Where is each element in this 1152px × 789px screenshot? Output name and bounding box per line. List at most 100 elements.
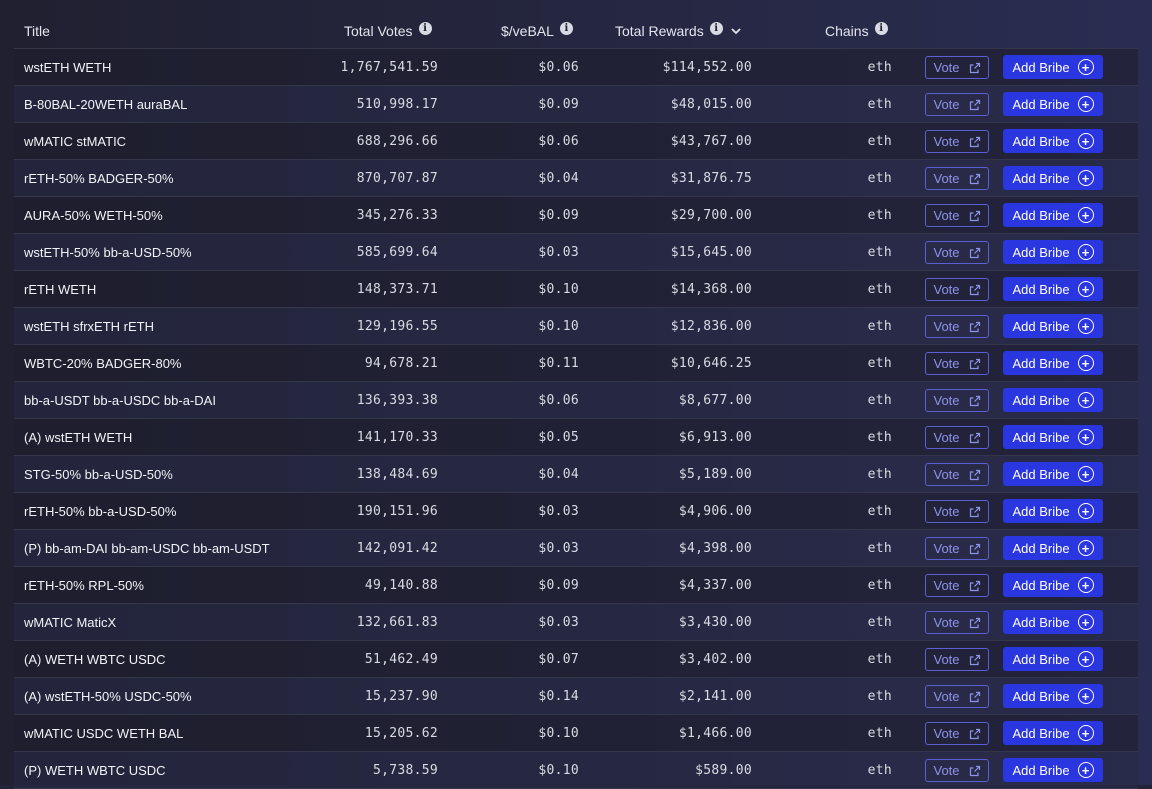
table-row: (P) bb-am-DAI bb-am-USDC bb-am-USDT 142,0… (14, 530, 1138, 567)
vote-button[interactable]: Vote (925, 315, 989, 338)
pool-title: rETH WETH (24, 281, 97, 297)
vote-button[interactable]: Vote (925, 93, 989, 116)
add-bribe-button[interactable]: Add Bribe + (1003, 129, 1103, 153)
vote-button[interactable]: Vote (925, 537, 989, 560)
column-header-title[interactable]: Title (24, 12, 50, 49)
add-bribe-button[interactable]: Add Bribe + (1003, 277, 1103, 301)
add-bribe-button-label: Add Bribe (1012, 133, 1070, 149)
external-link-icon (969, 210, 980, 221)
total-rewards-value: $4,906.00 (678, 503, 752, 519)
info-icon[interactable]: i (709, 22, 723, 35)
add-bribe-button[interactable]: Add Bribe + (1003, 388, 1103, 412)
add-bribe-button-label: Add Bribe (1012, 688, 1070, 704)
per-vebal-value: $0.05 (538, 429, 579, 445)
add-bribe-button-label: Add Bribe (1012, 540, 1070, 556)
plus-circle-icon: + (1077, 614, 1094, 630)
vote-button[interactable]: Vote (925, 352, 989, 375)
pool-title: WBTC-20% BADGER-80% (24, 355, 182, 371)
column-header-total-votes-label: Total Votes (344, 22, 413, 39)
table-row: rETH-50% BADGER-50% 870,707.87 $0.04 $31,87… (14, 160, 1138, 197)
column-header-total-rewards[interactable]: Total Rewards i (615, 12, 743, 49)
add-bribe-button[interactable]: Add Bribe + (1003, 425, 1103, 449)
total-rewards-value: $1,466.00 (678, 725, 752, 741)
add-bribe-button[interactable]: Add Bribe + (1003, 92, 1103, 116)
vote-button[interactable]: Vote (925, 722, 989, 745)
vote-button[interactable]: Vote (925, 130, 989, 153)
vote-button[interactable]: Vote (925, 611, 989, 634)
pool-title: rETH-50% BADGER-50% (24, 170, 174, 186)
add-bribe-button[interactable]: Add Bribe + (1003, 166, 1103, 190)
per-vebal-value: $0.06 (538, 59, 579, 75)
per-vebal-value: $0.07 (538, 651, 579, 667)
add-bribe-button[interactable]: Add Bribe + (1003, 55, 1103, 79)
add-bribe-button[interactable]: Add Bribe + (1003, 203, 1103, 227)
vote-button[interactable]: Vote (925, 574, 989, 597)
pool-title: wMATIC stMATIC (24, 133, 127, 149)
add-bribe-button[interactable]: Add Bribe + (1003, 684, 1103, 708)
add-bribe-button[interactable]: Add Bribe + (1003, 758, 1103, 782)
add-bribe-button-label: Add Bribe (1012, 725, 1070, 741)
chain-value: eth (867, 133, 892, 149)
table-header: Title Total Votes i $/veBAL i Total Rewa… (14, 12, 1138, 49)
add-bribe-button[interactable]: Add Bribe + (1003, 610, 1103, 634)
vote-button-label: Vote (933, 504, 960, 519)
chain-value: eth (867, 59, 892, 75)
total-rewards-value: $29,700.00 (670, 207, 752, 223)
add-bribe-button[interactable]: Add Bribe + (1003, 351, 1103, 375)
pool-title: rETH-50% RPL-50% (24, 577, 144, 593)
plus-circle-icon: + (1077, 429, 1094, 445)
add-bribe-button[interactable]: Add Bribe + (1003, 314, 1103, 338)
add-bribe-button[interactable]: Add Bribe + (1003, 647, 1103, 671)
table-row: wMATIC stMATIC 688,296.66 $0.06 $43,767.00 e… (14, 123, 1138, 160)
column-header-per-vebal[interactable]: $/veBAL i (501, 12, 573, 49)
vote-button[interactable]: Vote (925, 389, 989, 412)
per-vebal-value: $0.04 (538, 170, 579, 186)
chevron-down-icon[interactable] (729, 24, 743, 38)
total-rewards-value: $43,767.00 (670, 133, 752, 149)
add-bribe-button[interactable]: Add Bribe + (1003, 240, 1103, 264)
add-bribe-button[interactable]: Add Bribe + (1003, 573, 1103, 597)
info-icon[interactable]: i (874, 22, 888, 35)
plus-circle-icon: + (1077, 244, 1094, 260)
plus-circle-icon: + (1077, 355, 1094, 371)
vote-button[interactable]: Vote (925, 278, 989, 301)
add-bribe-button-label: Add Bribe (1012, 651, 1070, 667)
add-bribe-button-label: Add Bribe (1012, 170, 1070, 186)
info-icon[interactable]: i (418, 22, 432, 35)
vote-button[interactable]: Vote (925, 167, 989, 190)
total-rewards-value: $114,552.00 (662, 59, 752, 75)
vote-button[interactable]: Vote (925, 500, 989, 523)
add-bribe-button-label: Add Bribe (1012, 466, 1070, 482)
total-rewards-value: $8,677.00 (678, 392, 752, 408)
external-link-icon (969, 358, 980, 369)
vote-button[interactable]: Vote (925, 426, 989, 449)
vote-button[interactable]: Vote (925, 241, 989, 264)
add-bribe-button[interactable]: Add Bribe + (1003, 462, 1103, 486)
info-icon[interactable]: i (559, 22, 573, 35)
chain-value: eth (867, 503, 892, 519)
vote-button[interactable]: Vote (925, 463, 989, 486)
vote-button[interactable]: Vote (925, 759, 989, 782)
table-body: wstETH WETH 1,767,541.59 $0.06 $114,552.00 e… (14, 49, 1138, 789)
vote-button-label: Vote (933, 541, 960, 556)
column-header-chains-label: Chains (825, 22, 869, 39)
vote-button[interactable]: Vote (925, 685, 989, 708)
column-header-chains[interactable]: Chains i (825, 12, 888, 49)
plus-circle-icon: + (1077, 392, 1094, 408)
add-bribe-button[interactable]: Add Bribe + (1003, 721, 1103, 745)
add-bribe-button[interactable]: Add Bribe + (1003, 499, 1103, 523)
vote-button[interactable]: Vote (925, 204, 989, 227)
vote-button-label: Vote (933, 356, 960, 371)
table-row: rETH-50% RPL-50% 49,140.88 $0.09 $4,337.00 e… (14, 567, 1138, 604)
total-votes-value: 510,998.17 (356, 96, 438, 112)
pool-title: (A) wstETH-50% USDC-50% (24, 688, 192, 704)
vote-button[interactable]: Vote (925, 648, 989, 671)
add-bribe-button[interactable]: Add Bribe + (1003, 536, 1103, 560)
chain-value: eth (867, 429, 892, 445)
column-header-total-votes[interactable]: Total Votes i (344, 12, 432, 49)
vote-button[interactable]: Vote (925, 56, 989, 79)
per-vebal-value: $0.11 (538, 355, 579, 371)
vote-button-label: Vote (933, 393, 960, 408)
plus-circle-icon: + (1077, 96, 1094, 112)
total-rewards-value: $2,141.00 (678, 688, 752, 704)
